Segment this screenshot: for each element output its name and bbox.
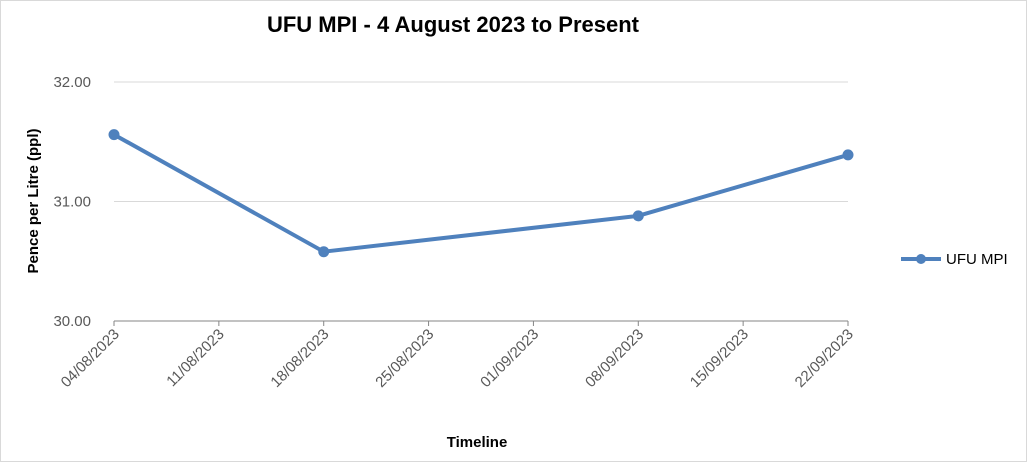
x-tick-label: 18/08/2023 <box>267 326 332 391</box>
x-axis-ticks: 04/08/2023 11/08/2023 18/08/2023 25/08/2023… <box>58 326 857 391</box>
legend-marker <box>916 254 926 264</box>
chart-title: UFU MPI - 4 August 2023 to Present <box>267 12 640 37</box>
y-tick-label: 32.00 <box>53 74 91 91</box>
series-line-ufu-mpi <box>112 132 850 254</box>
data-point <box>108 129 120 141</box>
data-point <box>632 210 644 222</box>
x-tick-label: 08/09/2023 <box>582 326 647 391</box>
x-tick-label: 01/09/2023 <box>477 326 542 391</box>
series-layer <box>108 129 854 258</box>
legend-label: UFU MPI <box>946 251 1008 268</box>
y-axis-ticks: 30.00 31.00 32.00 <box>53 74 91 330</box>
x-tick-label: 11/08/2023 <box>163 326 227 390</box>
x-tick-label: 04/08/2023 <box>58 326 123 391</box>
y-tick-label: 30.00 <box>53 313 91 330</box>
x-tick-label: 25/08/2023 <box>372 326 437 391</box>
x-tick-label: 15/09/2023 <box>687 326 752 391</box>
y-axis-title: Pence per Litre (ppl) <box>25 128 42 273</box>
gridlines <box>113 81 849 326</box>
y-tick-label: 31.00 <box>53 194 91 211</box>
legend: UFU MPI <box>901 251 1008 268</box>
x-tick-label: 22/09/2023 <box>792 326 857 391</box>
data-point <box>842 149 854 161</box>
data-point <box>318 246 330 258</box>
x-axis-title: Timeline <box>447 434 508 451</box>
